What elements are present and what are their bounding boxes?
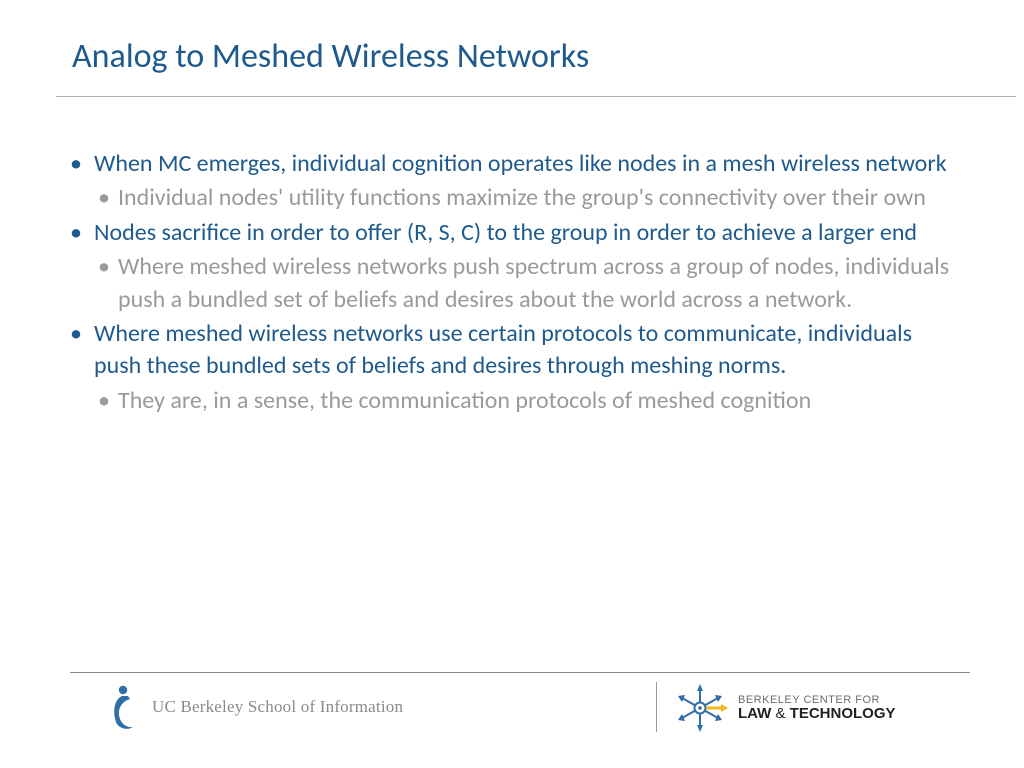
footer: UC Berkeley School of Information: [0, 684, 1024, 754]
ischool-text: UC Berkeley School of Information: [152, 697, 403, 717]
sub-bullet-text: Where meshed wireless networks push spec…: [118, 252, 949, 313]
bullet-text: When MC emerges, individual cognition op…: [94, 149, 947, 178]
title-rule: [56, 96, 1016, 97]
slide-title: Analog to Meshed Wireless Networks: [72, 36, 589, 77]
footer-rule: [70, 672, 970, 673]
ischool-icon: [106, 684, 140, 730]
footer-separator: [656, 682, 657, 732]
bclt-star-icon: [676, 684, 728, 732]
bullet-item: When MC emerges, individual cognition op…: [60, 148, 950, 215]
bullet-text: Where meshed wireless networks use certa…: [94, 319, 912, 380]
bullet-item: Where meshed wireless networks use certa…: [60, 318, 950, 417]
slide: Analog to Meshed Wireless Networks When …: [0, 0, 1024, 768]
bullet-list: When MC emerges, individual cognition op…: [60, 148, 950, 417]
bullet-text: Nodes sacrifice in order to offer (R, S,…: [94, 218, 917, 247]
bclt-logo: BERKELEY CENTER FOR LAW & TECHNOLOGY: [676, 684, 896, 732]
sub-bullet-item: Where meshed wireless networks push spec…: [94, 251, 950, 316]
sub-bullet-item: They are, in a sense, the communication …: [94, 385, 950, 417]
bclt-text: BERKELEY CENTER FOR LAW & TECHNOLOGY: [738, 695, 896, 721]
bclt-amp: &: [771, 705, 789, 722]
bullet-item: Nodes sacrifice in order to offer (R, S,…: [60, 217, 950, 316]
bclt-line2: LAW & TECHNOLOGY: [738, 706, 896, 721]
sub-bullet-text: They are, in a sense, the communication …: [118, 386, 811, 415]
sub-bullet-item: Individual nodes' utility functions maxi…: [94, 182, 950, 214]
ischool-logo: UC Berkeley School of Information: [106, 684, 403, 730]
slide-body: When MC emerges, individual cognition op…: [60, 148, 950, 419]
bclt-tech: TECHNOLOGY: [790, 705, 896, 722]
sub-bullet-text: Individual nodes' utility functions maxi…: [118, 183, 926, 212]
bclt-law: LAW: [738, 705, 771, 722]
